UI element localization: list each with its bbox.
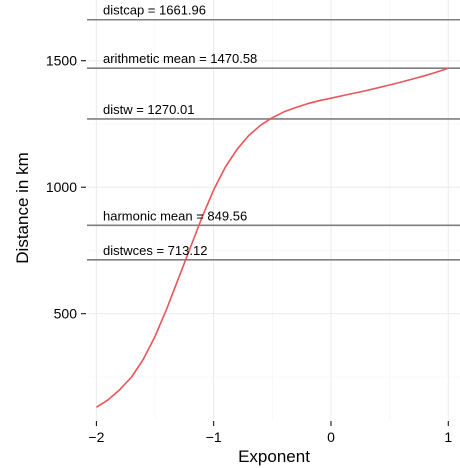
reference-label: distwces = 713.12: [103, 243, 207, 258]
y-tick-label: 1000: [46, 179, 77, 195]
grid-lines: [87, 0, 460, 420]
x-tick-label: −1: [206, 429, 222, 445]
reference-label: distw = 1270.01: [103, 102, 194, 117]
series-lines: [95, 67, 449, 408]
reference-labels: distcap = 1661.96 arithmetic mean = 1470.…: [103, 3, 257, 258]
x-tick-label: 0: [327, 429, 335, 445]
series-line: [95, 67, 449, 408]
reference-label: distcap = 1661.96: [103, 3, 206, 18]
x-tick-label: 1: [444, 429, 452, 445]
y-axis-title: Distance in km: [13, 152, 32, 263]
reference-lines: [87, 18, 460, 261]
reference-label: arithmetic mean = 1470.58: [103, 51, 257, 66]
x-axis-title: Exponent: [238, 447, 310, 466]
reference-label: harmonic mean = 849.56: [103, 208, 247, 223]
y-tick-label: 500: [54, 306, 78, 322]
y-tick-label: 1500: [46, 53, 77, 69]
x-tick-label: −2: [88, 429, 104, 445]
axes: 500 1000 1500 −2 −1 0 1: [46, 53, 453, 445]
